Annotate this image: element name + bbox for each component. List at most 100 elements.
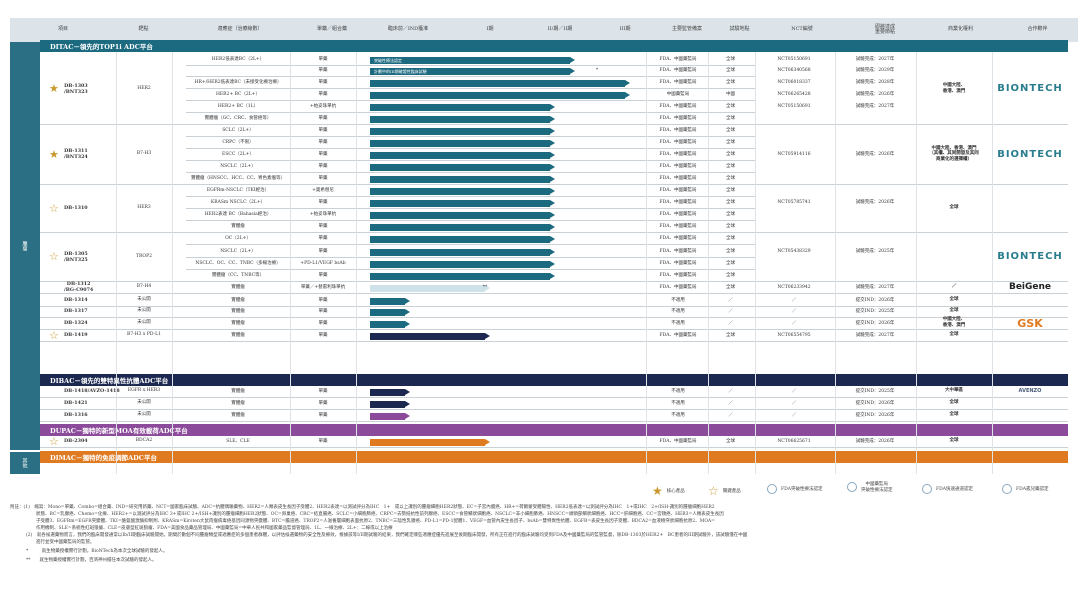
row-divider — [186, 220, 756, 221]
phase-progress-bar — [370, 297, 405, 305]
nct-cell: ／ — [791, 309, 797, 315]
progress-arrow — [405, 297, 410, 304]
phase-progress-bar — [370, 139, 550, 147]
site-cell: ／ — [728, 401, 733, 407]
header-milestone: 即將達成 重要節點 — [874, 23, 895, 35]
fast-track-icon — [922, 484, 932, 494]
platform-dimac: DIMAC－獨特的免疫調節ADC平台 — [40, 451, 1068, 463]
phase-progress-bar — [370, 211, 550, 219]
milestone-cell: 提交IND：2026年 — [855, 321, 895, 327]
orphan-drug-icon — [1002, 484, 1012, 494]
row-divider — [186, 269, 756, 270]
indication-cell: OC（2L+） — [225, 236, 251, 242]
drug-name: DB-1419 — [64, 332, 88, 338]
target-cell: 未公開 — [137, 320, 151, 326]
progress-arrow — [550, 175, 555, 182]
phase-progress-bar — [370, 400, 405, 408]
indication-cell: NSCLC（2L+） — [220, 249, 256, 255]
indication-cell: ESCC（2L+） — [222, 152, 254, 158]
mono-combo-cell: 單藥 — [318, 164, 328, 170]
progress-arrow — [550, 163, 555, 170]
footnote-line: (2) 就各候選藥物而言，我們的臨床開發通常以Ib/II期臨床試驗開始，期間於數… — [26, 533, 748, 538]
drug-name: DB-1311 /BNT324 — [64, 148, 88, 160]
target-cell: B7-H3 — [136, 151, 152, 157]
group-divider — [40, 306, 1068, 307]
mono-combo-cell: 單藥 — [318, 333, 328, 339]
nct-cell: NCT05150691 — [777, 57, 811, 63]
regulatory-cell: FDA、中國藥監局 — [659, 261, 697, 267]
site-cell: 全球 — [726, 152, 735, 158]
mono-combo-cell: 單藥 — [318, 439, 328, 445]
header-phase1: I期 — [486, 26, 494, 33]
mono-combo-cell: 單藥 — [318, 140, 328, 146]
nct-cell: NCT06625671 — [777, 439, 811, 445]
rights-cell: ／ — [951, 284, 957, 290]
phase-progress-bar — [370, 199, 550, 207]
partner-logo: BeiGene — [1008, 282, 1052, 292]
site-cell: 全球 — [726, 80, 735, 86]
site-cell: ／ — [728, 298, 733, 304]
mono-combo-cell: 單藥 — [318, 298, 328, 304]
partner-logo: BIONTECH — [997, 148, 1063, 160]
nct-cell: NCT06018337 — [777, 80, 811, 86]
column-divider — [992, 52, 993, 474]
progress-arrow — [405, 388, 410, 395]
milestone-cell: 提交IND：2025年 — [855, 389, 895, 395]
group-divider — [40, 341, 1068, 342]
drug-name: DB-1316 — [64, 412, 88, 418]
progress-arrow — [485, 332, 490, 339]
site-cell: 全球 — [726, 333, 735, 339]
target-cell: B7-H3 x PD-L1 — [127, 332, 161, 338]
milestone-cell: 試驗完成：2026年 — [855, 152, 895, 158]
legend-nmpa-btd-label: 中國藥監局 突破性療法認定 — [861, 482, 893, 493]
rights-cell: 大中華區 — [945, 388, 963, 394]
medal-icon — [767, 484, 777, 494]
phase-progress-bar — [370, 175, 550, 183]
row-divider — [186, 172, 756, 173]
rights-cell: 全球 — [949, 332, 959, 338]
phase-progress-bar — [370, 412, 405, 420]
nct-cell: ／ — [791, 401, 797, 407]
partner-logo: BIONTECH — [997, 251, 1063, 262]
nct-cell: ／ — [791, 389, 797, 395]
progress-arrow — [550, 248, 555, 255]
site-cell: 全球 — [726, 176, 735, 182]
mono-combo-cell: 單藥 — [318, 176, 328, 182]
target-cell: TROP2 — [136, 253, 152, 259]
row-divider — [186, 244, 756, 245]
indication-cell: 實體瘤 — [231, 413, 245, 419]
row-divider — [186, 208, 756, 209]
header-preclinical: 臨床前／IND獲准 — [387, 26, 429, 33]
header-regulatory: 主要監管備案 — [671, 26, 702, 33]
legend-key-product: ☆ 關鍵產品 — [708, 484, 741, 498]
site-cell: 全球 — [726, 200, 735, 206]
regulatory-cell: FDA、中國藥監局 — [659, 140, 697, 146]
platform-dupac: DUPAC－獨特的新型MOA有效載荷ADC平台 — [40, 424, 1068, 436]
group-divider — [40, 397, 1068, 398]
indication-cell: SCLC（2L+） — [222, 128, 254, 134]
medal-icon — [847, 482, 857, 492]
drug-name: DB-1312 /BG-C9074 — [64, 281, 94, 293]
indication-cell: HER2+ BC（2L+） — [215, 92, 261, 98]
legend-nmpa-btd: 中國藥監局 突破性療法認定 — [845, 481, 893, 493]
legend-core-product: ★ 核心產品 — [652, 484, 685, 498]
progress-arrow — [550, 223, 555, 230]
milestone-cell: 試驗完成：2028年 — [855, 80, 895, 86]
indication-cell: EGFRm-NSCLC（TKI經治） — [206, 188, 270, 194]
header-target: 靶點 — [138, 26, 149, 33]
milestone-cell: 提交IND：2026年 — [855, 413, 895, 419]
rights-cell: 全球 — [949, 400, 959, 406]
mono-combo-cell: 單藥 — [318, 309, 328, 315]
header-rights: 商業化權利 — [947, 26, 973, 33]
target-cell: 未公開 — [137, 400, 151, 406]
legend-fast-track-label: FDA快速通道認定 — [936, 487, 973, 492]
progress-arrow — [570, 56, 575, 63]
drug-name: DB-1303 /BNT323 — [64, 82, 88, 95]
site-cell: 全球 — [726, 224, 735, 230]
phase-progress-bar — [370, 248, 550, 256]
indication-cell: 實體瘤（HNSCC、HCC、CC、胃色素瘤等） — [190, 176, 286, 182]
drug-name: DB-1305 /BNT325 — [64, 250, 88, 263]
mono-combo-cell: 單藥 — [318, 128, 328, 134]
regulatory-cell: 不適用 — [671, 298, 685, 304]
row-divider — [186, 88, 756, 89]
